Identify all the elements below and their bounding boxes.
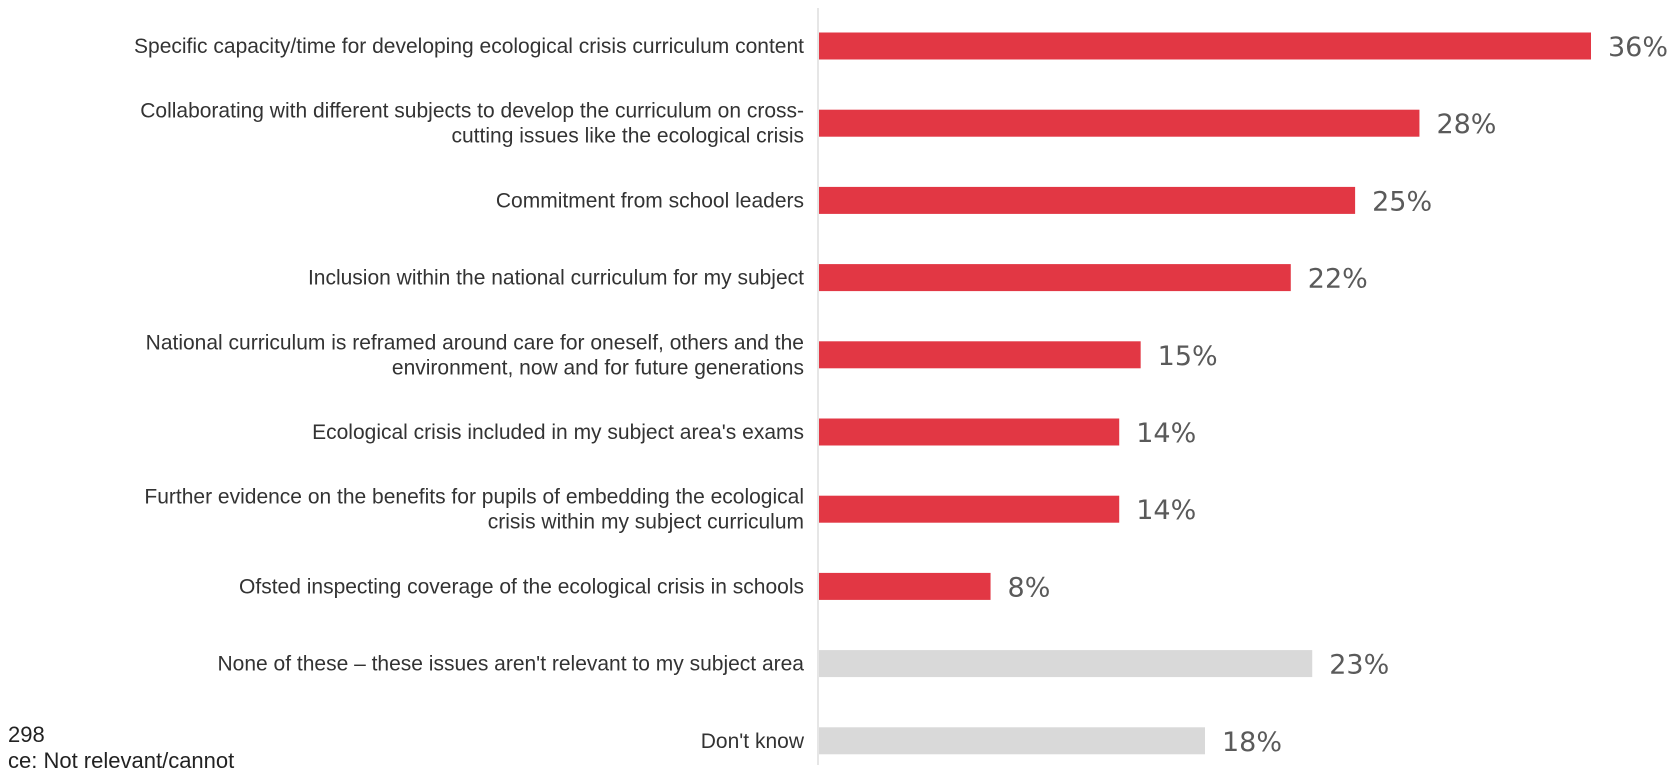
footnote-note: ce: Not relevant/cannot	[8, 748, 235, 773]
category-label-4: National curriculum is reframed around c…	[146, 331, 804, 379]
value-label-0: 36%	[1608, 32, 1668, 63]
footnote-base: 298	[8, 722, 45, 747]
category-label-3: Inclusion within the national curriculum…	[308, 267, 804, 290]
bar-9	[819, 727, 1205, 755]
category-label-9: Don't know	[701, 730, 805, 753]
category-label-0: Specific capacity/time for developing ec…	[134, 35, 804, 58]
bar-7	[819, 572, 991, 600]
category-label-6: Further evidence on the benefits for pup…	[144, 486, 804, 534]
value-label-9: 18%	[1222, 727, 1282, 758]
value-label-6: 14%	[1136, 495, 1196, 526]
category-label-2: Commitment from school leaders	[496, 189, 804, 212]
value-label-4: 15%	[1158, 341, 1218, 372]
category-label-7: Ofsted inspecting coverage of the ecolog…	[239, 575, 804, 598]
value-label-8: 23%	[1329, 650, 1389, 681]
value-label-7: 8%	[1008, 572, 1051, 603]
category-label-1: Collaborating with different subjects to…	[140, 100, 804, 148]
category-label-5: Ecological crisis included in my subject…	[312, 421, 804, 444]
bar-0	[819, 32, 1591, 60]
value-label-3: 22%	[1308, 264, 1368, 295]
bar-6	[819, 495, 1120, 523]
bar-4	[819, 341, 1141, 369]
bar-2	[819, 186, 1356, 214]
value-label-5: 14%	[1136, 418, 1196, 449]
bar-1	[819, 109, 1420, 137]
value-label-2: 25%	[1372, 186, 1432, 217]
bar-5	[819, 418, 1120, 446]
category-label-8: None of these – these issues aren't rele…	[217, 653, 804, 676]
bar-3	[819, 264, 1291, 292]
bar-8	[819, 650, 1313, 678]
value-label-1: 28%	[1436, 109, 1496, 140]
